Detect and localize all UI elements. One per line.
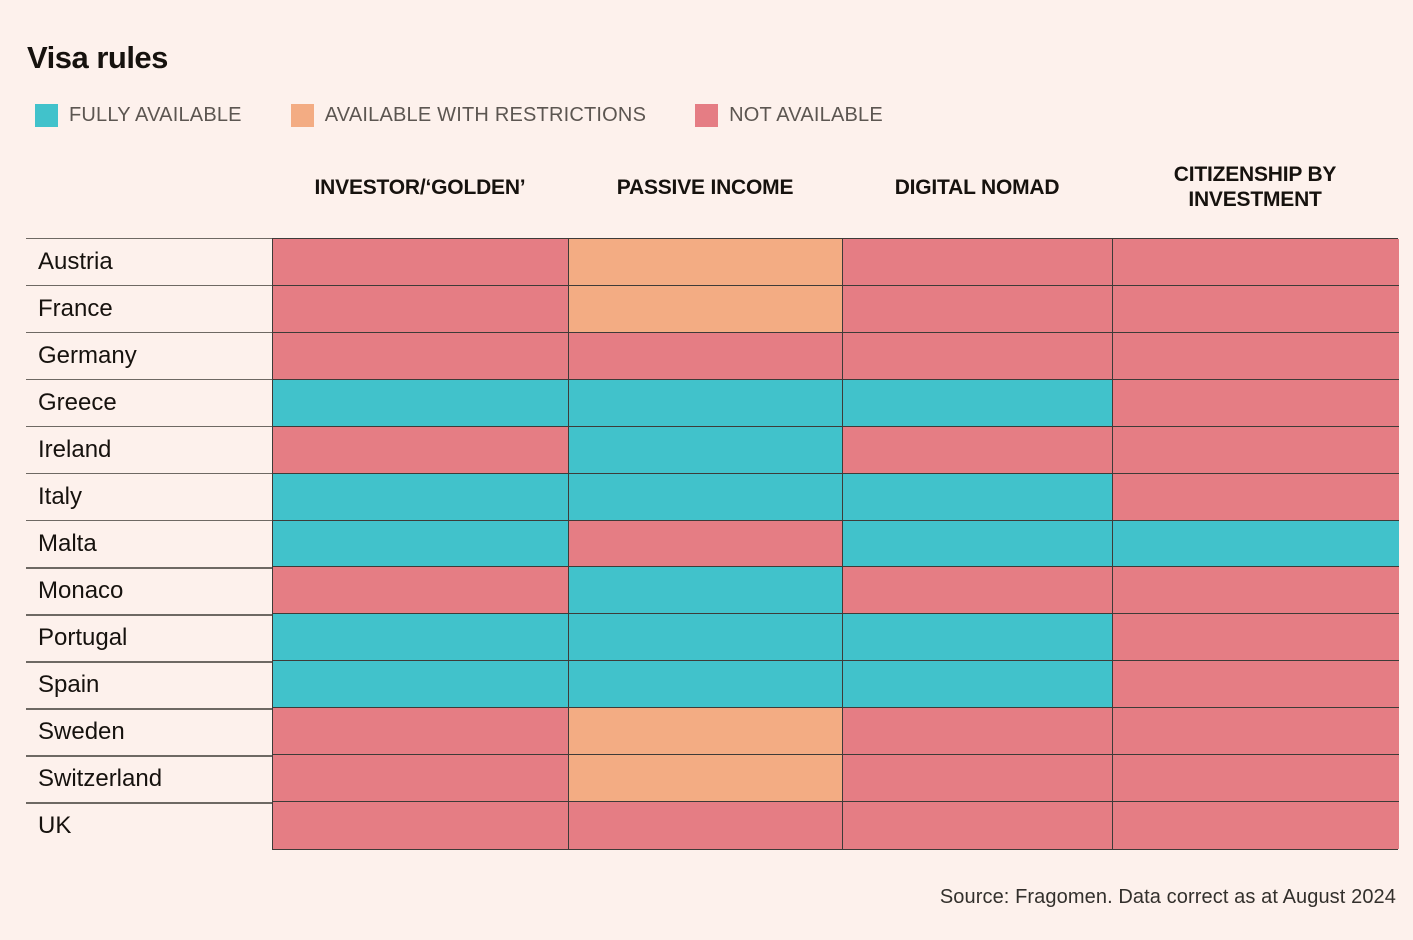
cell-italy-digital-nomad [843, 473, 1113, 521]
cell-france-passive-income [569, 285, 843, 333]
cell-portugal-citizenship-by-investment [1113, 614, 1399, 662]
cell-germany-passive-income [569, 332, 843, 380]
column-header-passive-income: PASSIVE INCOME [616, 175, 794, 199]
cell-ireland-citizenship-by-investment [1113, 426, 1399, 474]
cell-germany-investor-golden [273, 332, 569, 380]
cell-germany-digital-nomad [843, 332, 1113, 380]
legend: FULLY AVAILABLE AVAILABLE WITH RESTRICTIO… [35, 104, 883, 127]
cell-ireland-digital-nomad [843, 426, 1113, 474]
cell-greece-digital-nomad [843, 379, 1113, 427]
row-label-greece: Greece [0, 378, 272, 426]
row-label-uk: UK [0, 802, 272, 850]
cell-austria-investor-golden [273, 239, 569, 286]
legend-label: FULLY AVAILABLE [69, 104, 242, 126]
cell-sweden-investor-golden [273, 708, 569, 756]
cell-italy-investor-golden [273, 473, 569, 521]
row-label-italy: Italy [0, 472, 272, 520]
row-label-switzerland: Switzerland [0, 755, 272, 803]
row-label-monaco: Monaco [0, 567, 272, 615]
cell-austria-digital-nomad [843, 239, 1113, 286]
cell-spain-citizenship-by-investment [1113, 661, 1399, 709]
row-label-ireland: Ireland [0, 425, 272, 473]
column-header-investor-golden: INVESTOR/‘GOLDEN’ [314, 175, 526, 199]
page-title: Visa rules [27, 40, 168, 75]
cell-monaco-passive-income [569, 567, 843, 615]
cell-greece-investor-golden [273, 379, 569, 427]
cell-monaco-citizenship-by-investment [1113, 567, 1399, 615]
cell-greece-passive-income [569, 379, 843, 427]
cell-germany-citizenship-by-investment [1113, 332, 1399, 380]
legend-label: AVAILABLE WITH RESTRICTIONS [324, 104, 647, 126]
cell-france-investor-golden [273, 285, 569, 333]
cell-uk-citizenship-by-investment [1113, 802, 1399, 849]
cell-monaco-digital-nomad [843, 567, 1113, 615]
row-label-portugal: Portugal [0, 614, 272, 662]
row-label-sweden: Sweden [0, 708, 272, 756]
cell-france-digital-nomad [843, 285, 1113, 333]
cell-ireland-investor-golden [273, 426, 569, 474]
row-labels: Austria France Germany Greece Ireland Italy Ma… [0, 237, 272, 850]
cell-portugal-passive-income [569, 614, 843, 662]
cell-malta-digital-nomad [843, 520, 1113, 568]
cell-ireland-passive-income [569, 426, 843, 474]
cell-uk-investor-golden [273, 802, 569, 849]
cell-switzerland-passive-income [569, 755, 843, 803]
row-label-france: France [0, 284, 272, 332]
cell-portugal-digital-nomad [843, 614, 1113, 662]
legend-item-restricted: AVAILABLE WITH RESTRICTIONS [290, 104, 647, 127]
cell-italy-passive-income [569, 473, 843, 521]
legend-item-full: FULLY AVAILABLE [35, 104, 242, 127]
row-label-malta: Malta [0, 519, 272, 567]
cell-sweden-passive-income [569, 708, 843, 756]
legend-swatch-none [695, 104, 719, 127]
legend-swatch-full [35, 104, 58, 127]
cell-france-citizenship-by-investment [1113, 285, 1399, 333]
column-header-digital-nomad: DIGITAL NOMAD [894, 175, 1060, 199]
cell-malta-citizenship-by-investment [1113, 520, 1399, 568]
cell-malta-passive-income [569, 520, 843, 568]
visa-heatmap-grid [272, 238, 1399, 850]
cell-italy-citizenship-by-investment [1113, 473, 1399, 521]
column-header-citizenship-by-investment: CITIZENSHIP BY INVESTMENT [1173, 163, 1337, 211]
row-label-spain: Spain [0, 661, 272, 709]
cell-sweden-citizenship-by-investment [1113, 708, 1399, 756]
cell-austria-passive-income [569, 239, 843, 286]
source-note: Source: Fragomen. Data correct as at Aug… [939, 886, 1396, 908]
cell-switzerland-citizenship-by-investment [1113, 755, 1399, 803]
cell-switzerland-investor-golden [273, 755, 569, 803]
cell-monaco-investor-golden [273, 567, 569, 615]
row-label-germany: Germany [0, 331, 272, 379]
legend-swatch-restricted [290, 104, 314, 127]
cell-spain-passive-income [569, 661, 843, 709]
column-headers: INVESTOR/‘GOLDEN’ PASSIVE INCOME DIGITAL N… [272, 150, 1398, 226]
legend-item-none: NOT AVAILABLE [695, 104, 883, 127]
cell-malta-investor-golden [273, 520, 569, 568]
cell-sweden-digital-nomad [843, 708, 1113, 756]
cell-portugal-investor-golden [273, 614, 569, 662]
row-label-austria: Austria [0, 237, 272, 285]
cell-switzerland-digital-nomad [843, 755, 1113, 803]
cell-austria-citizenship-by-investment [1113, 239, 1399, 286]
cell-uk-digital-nomad [843, 802, 1113, 849]
cell-greece-citizenship-by-investment [1113, 379, 1399, 427]
cell-uk-passive-income [569, 802, 843, 849]
cell-spain-investor-golden [273, 661, 569, 709]
legend-label: NOT AVAILABLE [729, 104, 883, 126]
cell-spain-digital-nomad [843, 661, 1113, 709]
